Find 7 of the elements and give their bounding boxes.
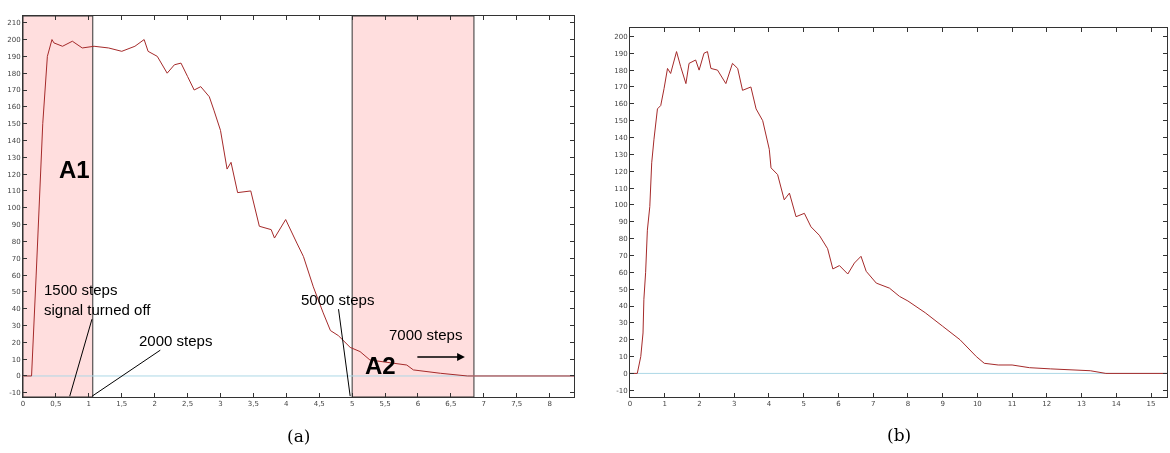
annotation: 7000 steps: [389, 326, 463, 343]
text: (b): [887, 425, 912, 445]
annotation: 2000 steps: [139, 332, 213, 349]
annotation: A2: [365, 352, 396, 379]
annotation: A1: [59, 156, 90, 183]
text: (a): [287, 426, 311, 446]
annotation: 5000 steps: [301, 291, 375, 308]
